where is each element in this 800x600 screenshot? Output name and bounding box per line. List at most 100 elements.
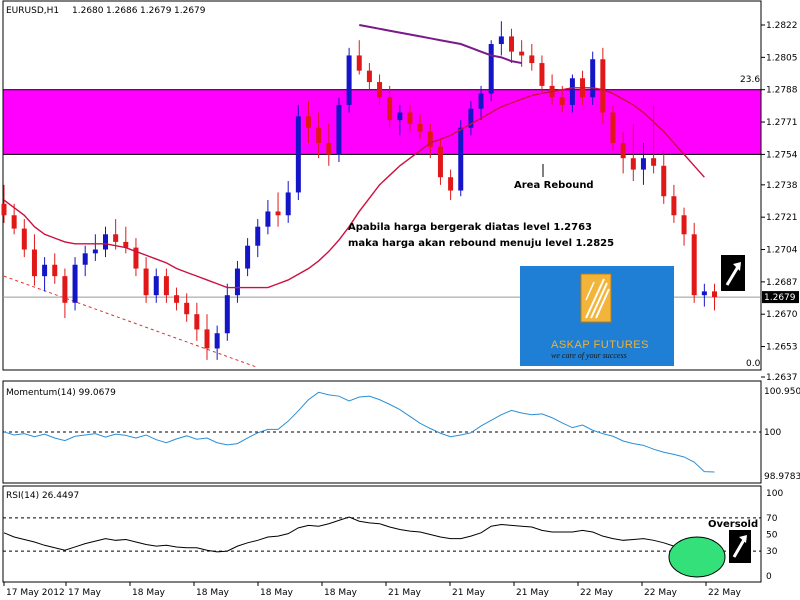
x-tick-label: 21 May bbox=[388, 588, 422, 598]
candle-body bbox=[661, 165, 667, 197]
ma-fast-line bbox=[3, 87, 705, 289]
candle-body bbox=[620, 142, 626, 159]
candle-body bbox=[265, 211, 271, 227]
candle-body bbox=[306, 116, 311, 128]
x-tick-label: 18 May bbox=[196, 588, 230, 598]
candle-body bbox=[681, 215, 687, 235]
x-tick-label: 22 May bbox=[644, 588, 678, 598]
candle-body bbox=[569, 78, 575, 105]
candle-body bbox=[397, 112, 403, 121]
ma-slow-line bbox=[359, 24, 522, 65]
candle-body bbox=[1, 203, 7, 216]
fib-label-top: 23.6 bbox=[740, 75, 760, 85]
candle-body bbox=[275, 211, 281, 216]
candle-body bbox=[701, 291, 707, 296]
candle-body bbox=[21, 228, 27, 250]
current-price-box bbox=[762, 291, 799, 304]
candle-body bbox=[600, 59, 606, 113]
y-tick-label: 1.2670 bbox=[766, 310, 798, 320]
candle-body bbox=[72, 264, 78, 303]
momentum-title: Momentum(14) 99.0679 bbox=[6, 388, 116, 398]
candle-body bbox=[255, 226, 261, 246]
x-tick-label: 18 May bbox=[132, 588, 166, 598]
candle-body bbox=[194, 314, 200, 330]
candle-body bbox=[11, 215, 17, 229]
candle-body bbox=[123, 241, 129, 248]
candle-body bbox=[52, 264, 58, 277]
candle-body bbox=[427, 131, 433, 147]
candle-body bbox=[519, 51, 525, 56]
rsi-tick-label: 100 bbox=[766, 489, 783, 499]
candle-body bbox=[92, 249, 98, 254]
candle-body bbox=[103, 234, 108, 250]
candle-body bbox=[336, 104, 342, 155]
x-tick-label: 17 May 2012 bbox=[6, 588, 65, 598]
x-tick-label: 18 May bbox=[260, 588, 294, 598]
oversold-label: Oversold bbox=[708, 519, 758, 530]
axes: 1.2822 1.2805 1.2788 1.2771 1.2754 1.2738 1.27… bbox=[3, 21, 800, 598]
candle-body bbox=[204, 329, 210, 349]
candle-body bbox=[509, 36, 514, 52]
rsi-tick-label: 0 bbox=[766, 572, 772, 582]
logo: ASKAP FUTURES we care of your success bbox=[520, 266, 674, 366]
ohlc-high: 1.2686 bbox=[106, 6, 138, 16]
ohlc-low: 1.2679 bbox=[140, 6, 172, 16]
y-tick-label: 1.2771 bbox=[766, 118, 798, 128]
rsi-series bbox=[3, 516, 761, 556]
candle-body bbox=[163, 276, 169, 296]
candle-body bbox=[529, 55, 535, 64]
x-tick-label: 22 May bbox=[708, 588, 742, 598]
candle-body bbox=[488, 44, 494, 94]
y-tick-label: 1.2754 bbox=[766, 150, 798, 160]
candle-body bbox=[712, 291, 717, 298]
x-tick-label: 21 May bbox=[516, 588, 550, 598]
candle-body bbox=[184, 302, 190, 315]
candle-body bbox=[478, 93, 484, 109]
x-tick-label: 18 May bbox=[324, 588, 358, 598]
candle-body bbox=[224, 295, 230, 334]
candle-body bbox=[640, 158, 646, 170]
candle-body bbox=[285, 192, 291, 216]
candle-body bbox=[62, 276, 68, 303]
trendline bbox=[3, 275, 258, 368]
candle-body bbox=[214, 333, 220, 349]
candle-body bbox=[143, 268, 149, 296]
momentum-tick-label: 100 bbox=[764, 428, 781, 438]
logo-icon bbox=[580, 273, 612, 323]
y-tick-label: 1.2738 bbox=[766, 181, 798, 191]
candle-body bbox=[346, 55, 352, 105]
candle-body bbox=[559, 97, 565, 105]
candle-body bbox=[377, 82, 383, 98]
y-tick-label: 1.2822 bbox=[766, 21, 798, 31]
y-tick-label: 1.2637 bbox=[766, 373, 798, 383]
fib-label-bottom: 0.0 bbox=[746, 359, 761, 369]
note-line-1: Apabila harga bergerak diatas level 1.27… bbox=[348, 222, 592, 233]
candle-body bbox=[468, 108, 474, 128]
rsi-panel bbox=[2, 485, 762, 583]
candle-body bbox=[42, 264, 48, 277]
current-price-label: 1.2679 bbox=[764, 293, 796, 303]
rsi-tick-label: 50 bbox=[766, 531, 778, 541]
candle-body bbox=[133, 247, 139, 269]
oversold-highlight bbox=[668, 536, 726, 578]
x-tick-label: 17 May bbox=[68, 588, 102, 598]
y-tick-label: 1.2653 bbox=[766, 343, 798, 353]
momentum-line bbox=[3, 391, 715, 473]
candle-body bbox=[356, 55, 362, 71]
candle-body bbox=[437, 146, 443, 178]
candle-body bbox=[651, 158, 657, 166]
candle-body bbox=[407, 112, 413, 124]
note-line-2: maka harga akan rebound menuju level 1.2… bbox=[348, 238, 614, 249]
rsi-tick-label: 30 bbox=[766, 547, 778, 557]
x-tick-label: 21 May bbox=[452, 588, 486, 598]
candle-body bbox=[498, 36, 504, 45]
candle-body bbox=[326, 142, 332, 155]
candle-body bbox=[316, 127, 322, 143]
rsi-line bbox=[3, 516, 715, 556]
candle-body bbox=[691, 234, 697, 296]
x-tick-label: 22 May bbox=[580, 588, 614, 598]
candle-body bbox=[31, 249, 37, 277]
chart-title: EURUSD,H1 bbox=[6, 6, 59, 16]
